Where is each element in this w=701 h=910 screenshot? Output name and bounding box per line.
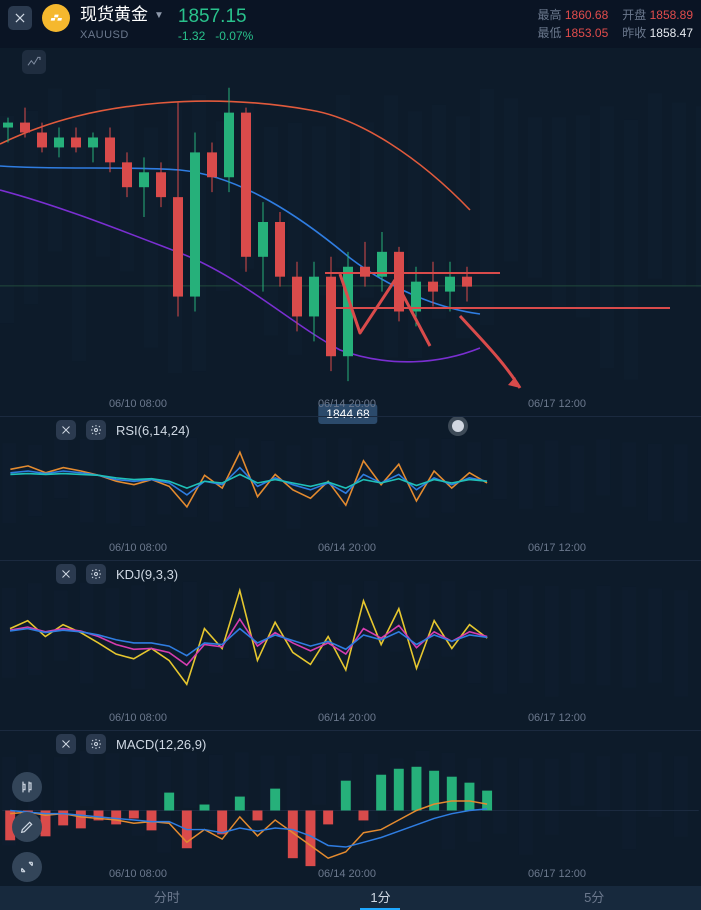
ohlc-open: 1858.89 — [650, 8, 693, 22]
rsi-label: RSI(6,14,24) — [116, 423, 190, 438]
indicators-button[interactable] — [12, 772, 42, 802]
add-indicator-button[interactable] — [22, 50, 46, 74]
timeframe-tab[interactable]: 分时 — [60, 886, 274, 910]
rsi-settings-button[interactable] — [86, 420, 106, 440]
xaxis-rsi: 06/10 08:00 06/14 20:00 06/17 12:00 — [0, 542, 701, 558]
gold-icon — [48, 10, 64, 26]
expand-icon — [19, 859, 35, 875]
macd-close-button[interactable] — [56, 734, 76, 754]
timeframe-tab[interactable]: 1分 — [274, 886, 488, 910]
instrument-title: 现货黄金 — [80, 6, 148, 25]
panel-rsi[interactable]: RSI(6,14,24) 06/10 08:00 06/14 20:00 06/17… — [0, 416, 701, 560]
instrument-symbol: XAUUSD — [80, 29, 164, 41]
kdj-label: KDJ(9,3,3) — [116, 567, 178, 582]
x-tick: 06/10 08:00 — [109, 398, 167, 410]
xaxis-macd: 06/10 08:00 06/14 20:00 06/17 12:00 — [0, 868, 701, 884]
draw-button[interactable] — [12, 812, 42, 842]
gear-icon — [90, 738, 102, 750]
close-icon — [60, 738, 72, 750]
ohlc-low: 1853.05 — [565, 26, 608, 40]
close-icon — [60, 568, 72, 580]
change-abs: -1.32 — [178, 30, 205, 44]
timeframe-tabs: 分时1分5分 — [0, 886, 701, 910]
ohlc-block: 最高 1860.68 开盘 1858.89 最低 1853.05 昨收 1858… — [538, 6, 694, 42]
header: 现货黄金 ▼ XAUUSD 1857.15 -1.32 -0.07% 最高 18… — [0, 0, 701, 48]
x-tick: 06/17 12:00 — [528, 868, 586, 880]
x-tick: 06/10 08:00 — [109, 868, 167, 880]
x-tick: 06/14 20:00 — [318, 868, 376, 880]
instrument-badge — [42, 4, 70, 32]
sparkline-icon — [26, 54, 42, 70]
x-tick: 06/14 20:00 — [318, 542, 376, 554]
macd-label: MACD(12,26,9) — [116, 737, 206, 752]
ohlc-prev: 1858.47 — [650, 26, 693, 40]
kdj-close-button[interactable] — [56, 564, 76, 584]
last-price: 1857.15 — [178, 6, 253, 28]
close-button[interactable] — [8, 6, 32, 30]
macd-settings-button[interactable] — [86, 734, 106, 754]
ohlc-low-label: 最低 — [538, 26, 562, 40]
title-block[interactable]: 现货黄金 ▼ XAUUSD — [80, 6, 164, 41]
close-icon — [13, 11, 27, 25]
price-block: 1857.15 -1.32 -0.07% — [178, 6, 253, 44]
tool-rail — [12, 772, 42, 882]
main-chart — [0, 48, 701, 416]
candles-icon — [19, 779, 35, 795]
pencil-icon — [19, 819, 35, 835]
close-icon — [60, 424, 72, 436]
caret-down-icon: ▼ — [154, 10, 164, 21]
x-tick: 06/14 20:00 — [318, 712, 376, 724]
x-tick: 06/14 20:00 — [318, 398, 376, 410]
ohlc-high-label: 最高 — [538, 8, 562, 22]
x-tick: 06/17 12:00 — [528, 398, 586, 410]
root: 现货黄金 ▼ XAUUSD 1857.15 -1.32 -0.07% 最高 18… — [0, 0, 701, 910]
ohlc-high: 1860.68 — [565, 8, 608, 22]
macd-chart — [0, 731, 701, 886]
timeframe-tab[interactable]: 5分 — [487, 886, 701, 910]
panel-main[interactable]: 1844.68 06/10 08:0006/14 20:0006/17 12:0… — [0, 48, 701, 416]
kdj-chart — [0, 561, 701, 730]
xaxis-main: 06/10 08:00 06/14 20:00 06/17 12:00 — [0, 398, 701, 414]
x-tick: 06/10 08:00 — [109, 712, 167, 724]
x-tick: 06/10 08:00 — [109, 542, 167, 554]
ohlc-prev-label: 昨收 — [622, 26, 646, 40]
gear-icon — [90, 568, 102, 580]
gear-icon — [90, 424, 102, 436]
change-pct: -0.07% — [215, 30, 253, 44]
kdj-settings-button[interactable] — [86, 564, 106, 584]
panel-macd[interactable]: MACD(12,26,9) 06/10 08:0006/14 20:0006/1… — [0, 730, 701, 886]
xaxis-kdj: 06/10 08:00 06/14 20:00 06/17 12:00 — [0, 712, 701, 728]
rsi-close-button[interactable] — [56, 420, 76, 440]
expand-button[interactable] — [12, 852, 42, 882]
x-tick: 06/17 12:00 — [528, 542, 586, 554]
x-tick: 06/17 12:00 — [528, 712, 586, 724]
ohlc-open-label: 开盘 — [622, 8, 646, 22]
panel-kdj[interactable]: KDJ(9,3,3) 06/10 08:00 06/14 20:00 06/17 1… — [0, 560, 701, 730]
